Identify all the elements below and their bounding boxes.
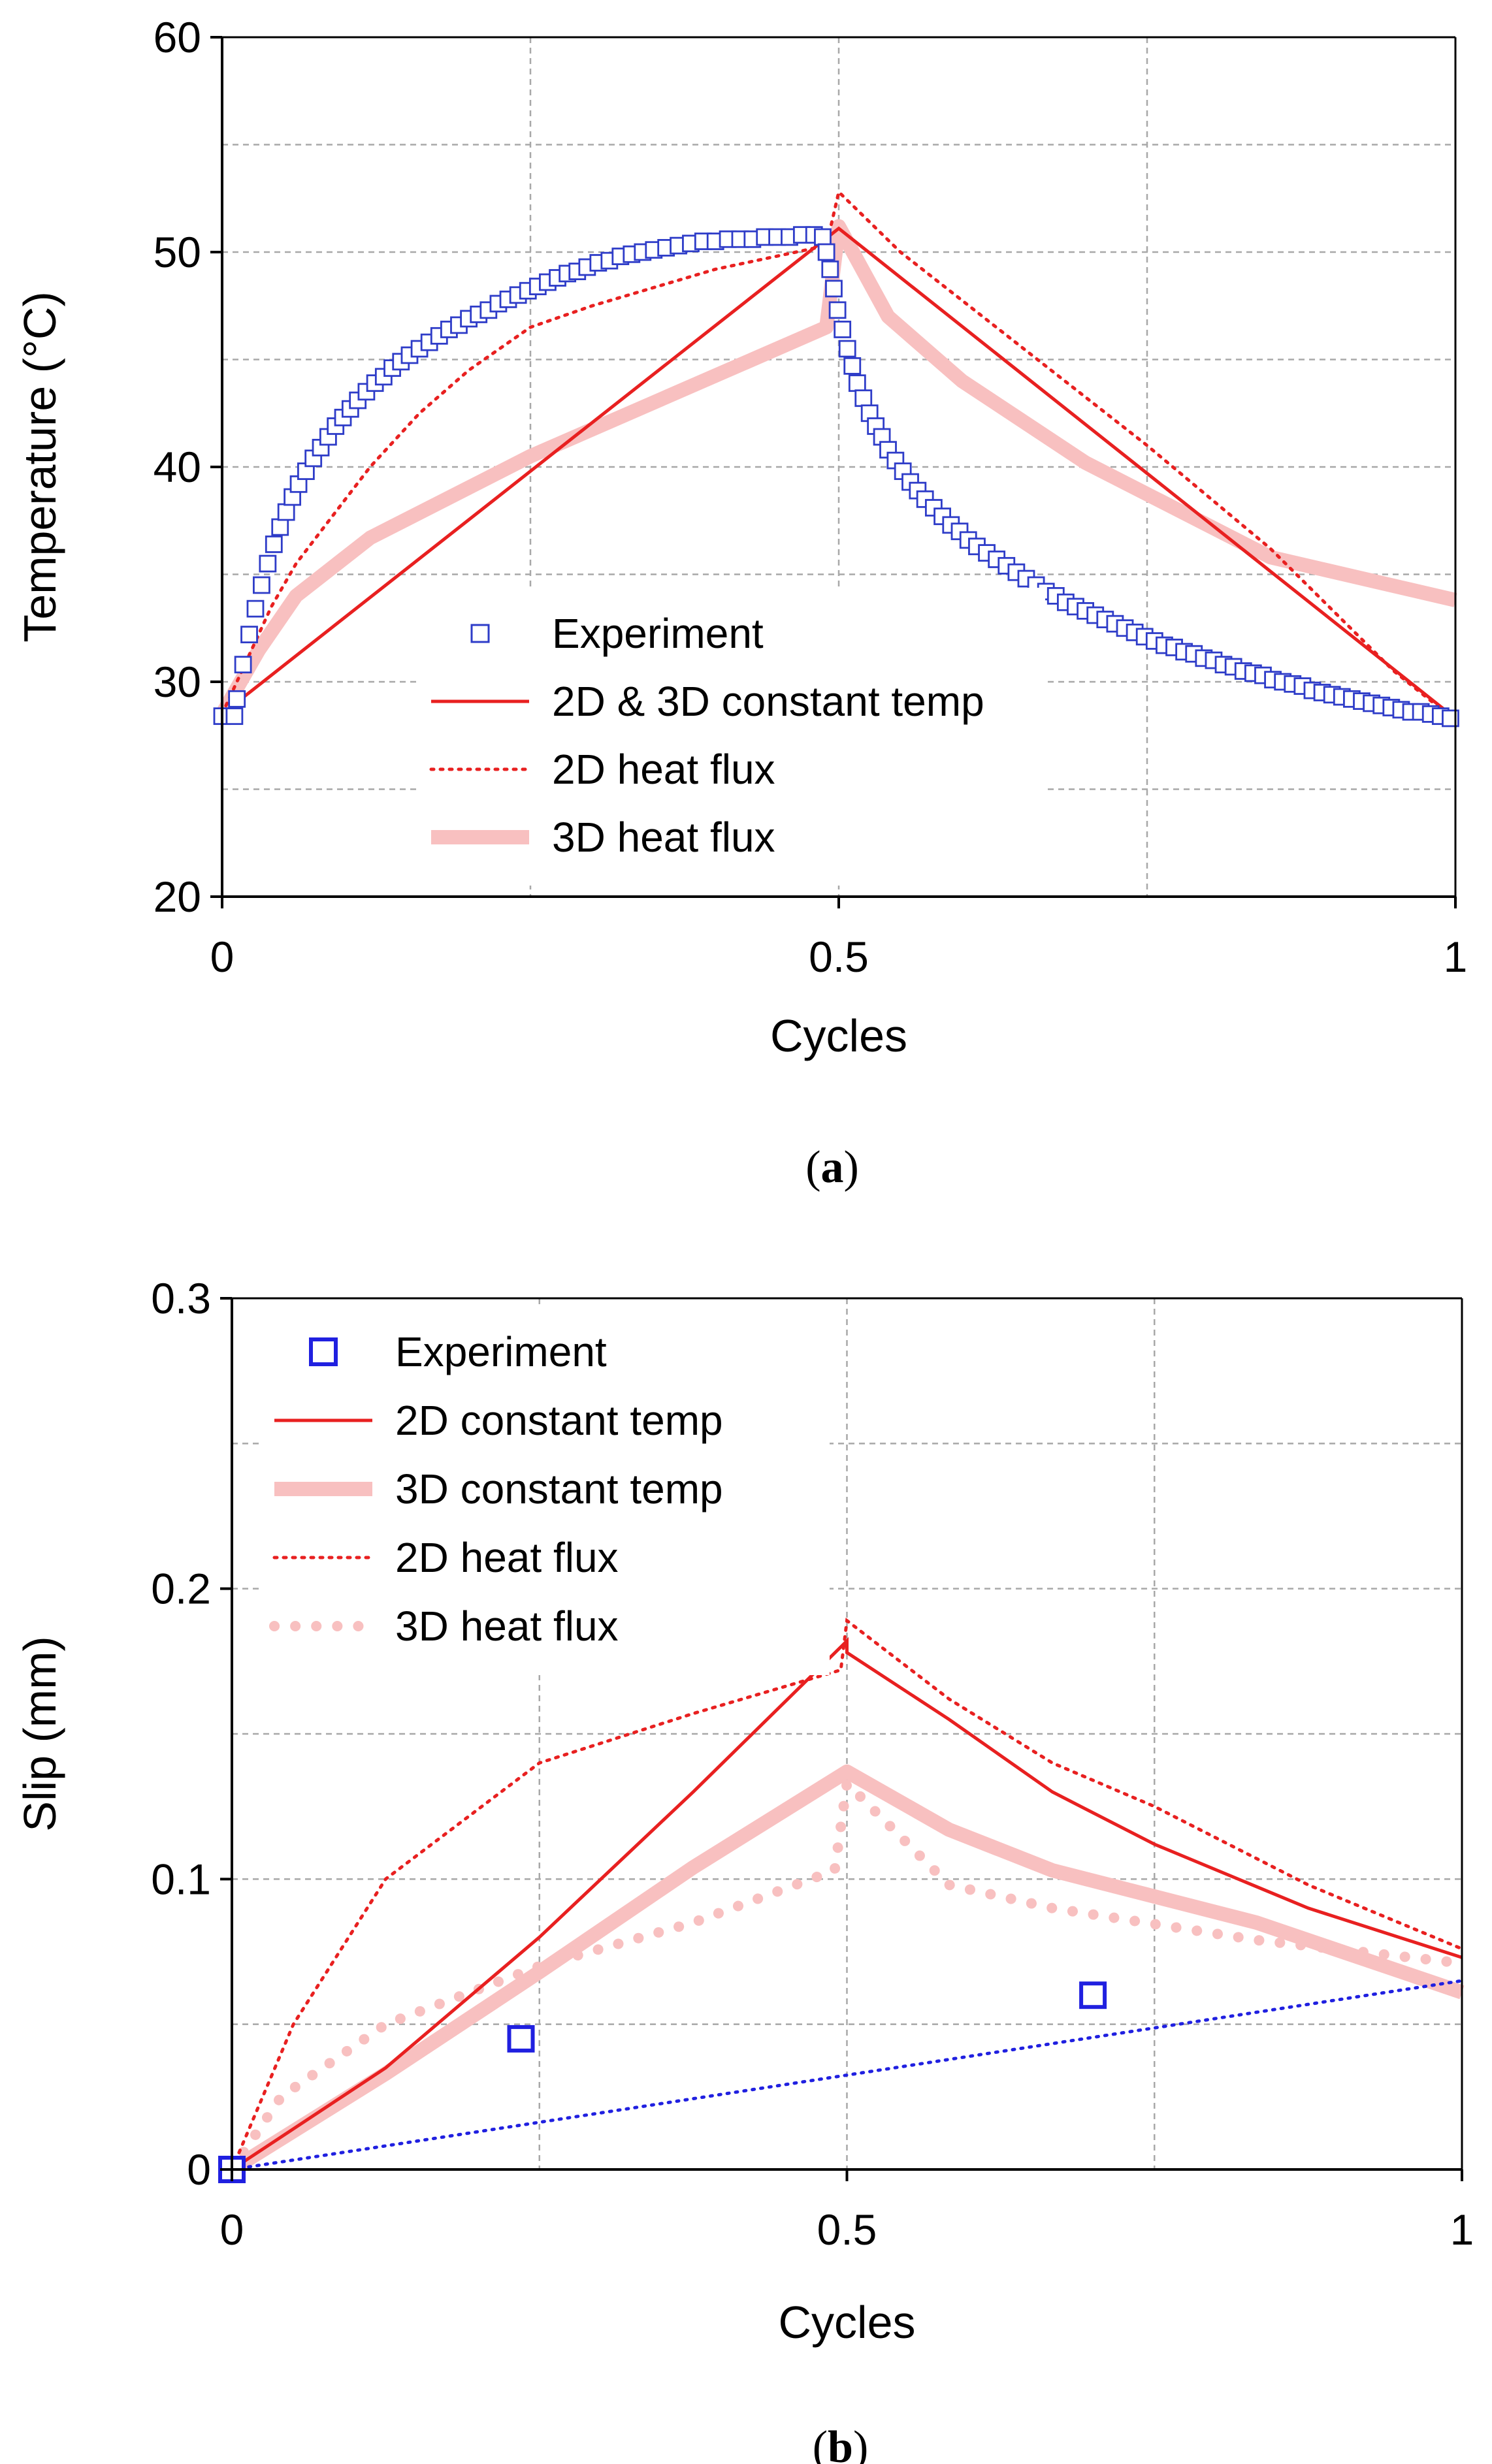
y-tick-label: 0.2: [151, 1565, 211, 1613]
series-line-2d-constant-temp: [231, 1637, 1463, 2171]
legend-label: 2D & 3D constant temp: [552, 678, 984, 725]
data-point-marker: [246, 600, 265, 618]
series-experiment: [213, 226, 1459, 728]
data-point-marker: [821, 260, 839, 278]
chart-a-temperature: 20 30 40 50 60 0 0.5 1 Cycles Temperature (°C) Exp…: [14, 13, 1467, 1192]
legend-label: Experiment: [552, 610, 764, 657]
x-tick-label: 1: [1444, 933, 1468, 981]
data-point-marker: [240, 626, 258, 644]
series-line-2d-heat-flux: [230, 1617, 1464, 2171]
x-axis-label: Cycles: [778, 2297, 915, 2348]
grid: [232, 1298, 1462, 2169]
data-point-marker: [834, 321, 852, 338]
data-point-marker: [277, 503, 295, 521]
legend-marker: [309, 1337, 338, 1366]
series-group: [213, 189, 1459, 728]
data-point-marker: [848, 374, 866, 392]
data-point-marker: [253, 576, 270, 594]
legend: Experiment 2D constant temp 3D constant te…: [261, 1306, 830, 1675]
data-point-marker: [234, 656, 252, 674]
legend: Experiment 2D & 3D constant temp 2D heat f…: [418, 588, 1045, 886]
chart-b-slip: 0 0.1 0.2 0.3 0 0.5 1 Cycles Slip (mm) Experiment…: [14, 1274, 1474, 2464]
series-line-3d-constant-temp: [228, 1764, 1465, 2176]
x-axis-label: Cycles: [770, 1010, 907, 1061]
legend-label: 2D heat flux: [552, 746, 775, 793]
y-tick-label: 0.3: [151, 1274, 211, 1322]
data-point-marker: [828, 301, 847, 319]
data-point-marker: [507, 2024, 535, 2053]
y-tick-label: 20: [154, 872, 201, 921]
y-tick-label: 60: [154, 13, 201, 61]
series-group: [218, 1617, 1467, 2183]
legend-label: 2D heat flux: [395, 1534, 619, 1581]
legend-label: 3D constant temp: [395, 1465, 723, 1512]
y-tick-label: 0.1: [151, 1855, 211, 1903]
data-point-marker: [817, 243, 835, 261]
data-point-marker: [271, 518, 289, 536]
subfigure-caption: (b): [813, 2422, 869, 2464]
legend-label: Experiment: [395, 1328, 607, 1375]
data-point-marker: [825, 280, 843, 298]
x-tick-label: 0: [220, 2205, 244, 2254]
series-line-3d-heat-flux: [227, 1772, 1467, 2175]
data-point-marker: [843, 357, 862, 375]
data-point-marker: [259, 554, 277, 573]
legend-label: 3D heat flux: [395, 1603, 619, 1650]
y-tick-label: 40: [154, 443, 201, 491]
y-tick-label: 0: [187, 2145, 211, 2194]
legend-marker: [470, 624, 490, 643]
data-point-marker: [1079, 1981, 1107, 2009]
data-point-marker: [854, 389, 873, 408]
x-tick-label: 1: [1450, 2205, 1474, 2254]
y-tick-label: 30: [154, 658, 201, 706]
y-axis-label: Temperature (°C): [14, 291, 65, 643]
x-tick-label: 0: [210, 933, 235, 981]
series-line-3d-heat-flux: [216, 219, 1457, 718]
legend-label: 2D constant temp: [395, 1397, 723, 1444]
y-tick-label: 50: [154, 228, 201, 276]
data-point-marker: [265, 536, 283, 553]
x-tick-label: 0.5: [809, 933, 869, 981]
series-line-2d-3d-constant-temp: [221, 226, 1457, 720]
series-line-trend-line: [230, 1979, 1464, 2171]
data-point-marker: [814, 228, 832, 246]
y-axis-label: Slip (mm): [14, 1636, 65, 1831]
series-line-2d-heat-flux: [220, 189, 1457, 722]
legend-label: 3D heat flux: [552, 814, 775, 861]
data-point-marker: [228, 690, 246, 708]
subfigure-caption: (a): [805, 1142, 859, 1192]
data-point-marker: [838, 340, 856, 358]
x-tick-label: 0.5: [817, 2205, 877, 2254]
data-point-marker: [225, 707, 244, 726]
